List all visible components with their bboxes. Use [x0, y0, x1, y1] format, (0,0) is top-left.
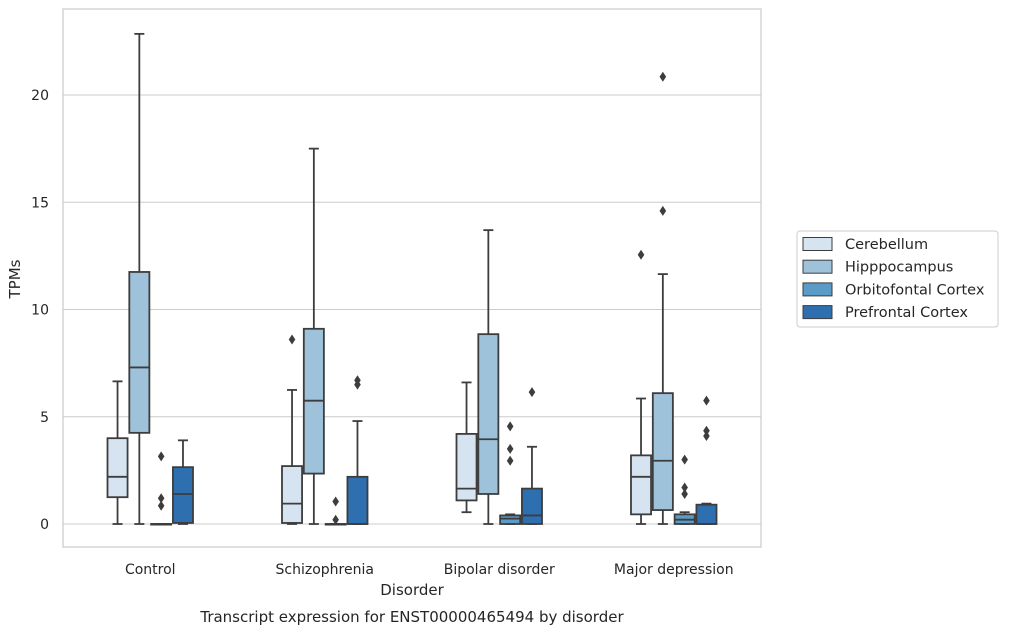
box-iqr	[106, 437, 129, 499]
legend-label: Hipppocampus	[845, 260, 953, 276]
x-tick-labels: Control Schizophrenia Bipolar disorder Majo…	[125, 562, 734, 578]
y-tick-label: 15	[31, 195, 49, 211]
outlier-point	[157, 451, 165, 462]
box-iqr	[521, 487, 543, 525]
legend-swatch	[802, 305, 833, 320]
outlier-point	[681, 454, 688, 465]
box-plot	[673, 454, 696, 525]
outlier-point	[659, 71, 667, 82]
legend-swatch	[802, 259, 833, 274]
x-tick-label: Control	[125, 562, 176, 578]
legend-label: Orbitofontal Cortex	[845, 282, 985, 298]
box-iqr	[346, 475, 369, 525]
legend-frame	[796, 230, 999, 328]
box-plot	[150, 451, 173, 526]
box-iqr	[695, 503, 718, 525]
x-tick-label: Schizophrenia	[276, 562, 374, 578]
outlier-point	[288, 334, 296, 345]
outlier-point	[157, 493, 165, 504]
legend-swatch	[802, 282, 833, 297]
box-plot	[455, 381, 478, 514]
x-tick-label: Bipolar disorder	[444, 562, 555, 578]
x-axis-title: Disorder	[380, 581, 444, 599]
outlier-point	[332, 496, 339, 507]
box-iqr	[281, 465, 303, 524]
outlier-point	[354, 375, 361, 386]
box-plot	[521, 387, 543, 525]
outlier-point	[681, 488, 688, 499]
box-plot	[128, 32, 151, 525]
y-axis-title: TPMs	[6, 259, 24, 299]
outlier-point	[703, 395, 710, 406]
outlier-point	[681, 482, 688, 493]
y-tick-label: 10	[31, 303, 49, 319]
box-iqr	[651, 392, 674, 511]
box-plot	[281, 334, 303, 525]
box-iqr	[128, 271, 151, 434]
outlier-point	[157, 500, 165, 511]
outlier-point	[703, 425, 710, 436]
box-plot	[346, 375, 369, 525]
box-iqr	[499, 514, 522, 525]
y-tick-label: 0	[40, 517, 49, 533]
x-tick-label: Major depression	[614, 562, 734, 578]
outlier-point	[659, 205, 667, 216]
box-plot	[499, 421, 522, 525]
boxes	[106, 32, 718, 526]
y-tick-label: 20	[31, 88, 49, 104]
box-plot	[172, 439, 194, 525]
box-plot	[695, 395, 718, 525]
legend-label: Cerebellum	[845, 237, 928, 253]
plot-area-frame	[62, 8, 762, 548]
box-iqr	[630, 454, 652, 516]
outlier-point	[528, 387, 536, 398]
legend-swatch	[802, 237, 833, 251]
box-plot	[630, 249, 652, 525]
outlier-point	[637, 249, 645, 260]
outlier-point	[506, 443, 514, 454]
legend-label: Prefrontal Cortex	[845, 305, 968, 321]
box-plot	[302, 147, 325, 525]
outlier-point	[506, 455, 514, 466]
outlier-point	[332, 514, 339, 525]
box-plot	[477, 229, 500, 525]
box-plot	[324, 496, 347, 526]
box-iqr	[455, 433, 478, 502]
box-plot	[651, 71, 674, 525]
box-iqr	[477, 333, 500, 495]
y-tick-labels: 0 5 10 15 20	[31, 88, 49, 533]
figure-caption: Transcript expression for ENST0000046549…	[199, 608, 624, 626]
box-iqr	[172, 466, 194, 524]
box-plot	[106, 380, 129, 525]
legend: Cerebellum Hipppocampus Orbitofontal Corte…	[796, 230, 999, 328]
y-tick-label: 5	[40, 410, 49, 426]
outlier-point	[703, 431, 710, 442]
outlier-point	[506, 421, 514, 432]
